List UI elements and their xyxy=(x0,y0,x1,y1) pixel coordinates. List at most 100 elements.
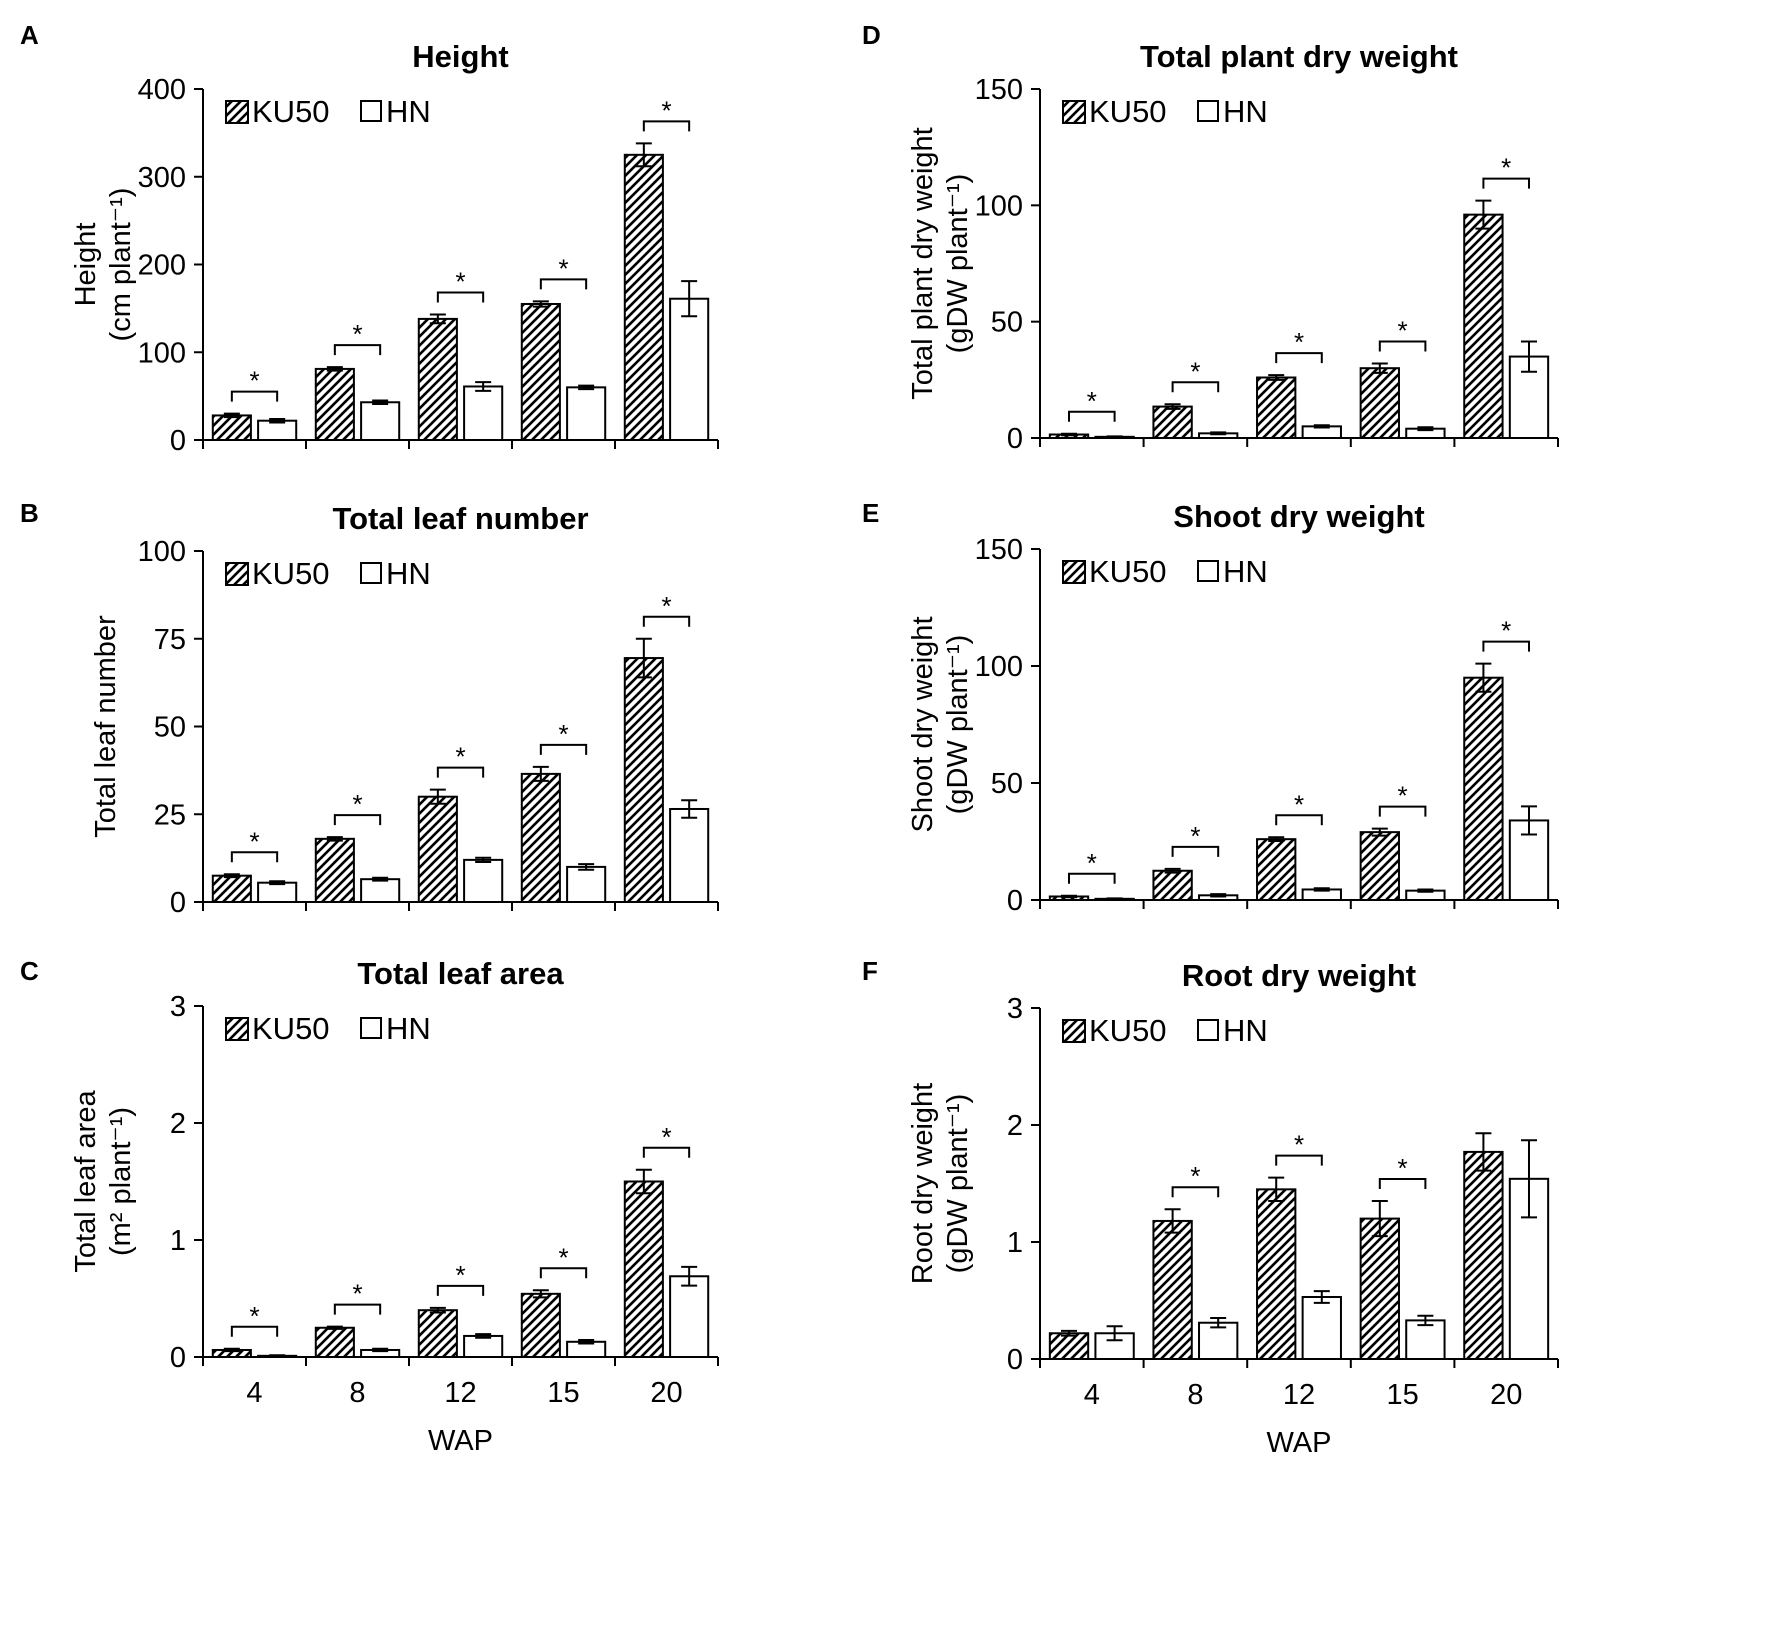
legend-label-hn: HN xyxy=(386,1011,431,1046)
bar-ku50 xyxy=(1463,1150,1504,1361)
legend-label-hn: HN xyxy=(1223,1013,1268,1048)
significance-bracket xyxy=(333,814,382,826)
y-tick-label: 150 xyxy=(975,74,1023,106)
bar-ku50 xyxy=(314,837,355,904)
significance-star: * xyxy=(1294,327,1304,357)
y-tick-label: 0 xyxy=(1007,423,1023,455)
bar-ku50 xyxy=(623,153,664,441)
x-tick-label: 20 xyxy=(650,1377,682,1409)
legend-label-ku50: KU50 xyxy=(252,556,330,591)
y-axis-label: Total leaf area xyxy=(70,1090,102,1273)
significance-star: * xyxy=(1087,386,1097,416)
significance-bracket xyxy=(642,615,691,627)
bar-ku50 xyxy=(211,874,252,903)
significance-bracket xyxy=(1275,1154,1323,1166)
y-tick-label: 0 xyxy=(170,1342,186,1374)
significance-star: * xyxy=(249,1301,259,1331)
bar-ku50 xyxy=(520,772,561,904)
chart-panel-d: D Total plant dry weight 0 50 100 150 * * * * * KU5… xyxy=(862,20,1559,455)
significance-star: * xyxy=(455,267,465,297)
legend-label-ku50: KU50 xyxy=(252,1011,330,1046)
legend-label-ku50: KU50 xyxy=(1089,94,1167,129)
bar-ku50 xyxy=(417,317,458,441)
significance-bracket xyxy=(1171,381,1220,393)
bar-hn xyxy=(360,878,401,903)
bar-ku50 xyxy=(1256,838,1297,901)
significance-star: * xyxy=(249,826,259,856)
legend-swatch-hn xyxy=(1197,560,1219,582)
legend-swatch-hn xyxy=(1197,100,1219,122)
y-tick-label: 400 xyxy=(138,74,186,106)
panel-letter: A xyxy=(20,20,39,50)
legend-swatch-ku50 xyxy=(1062,1019,1086,1043)
significance-bracket xyxy=(642,1146,691,1158)
significance-star: * xyxy=(661,591,671,621)
bar-hn xyxy=(669,297,710,441)
significance-bracket xyxy=(1482,177,1530,189)
panel-letter: F xyxy=(862,956,878,986)
significance-bracket xyxy=(642,120,691,132)
bar-ku50 xyxy=(314,1326,355,1358)
legend-label-hn: HN xyxy=(1223,554,1268,589)
significance-bracket xyxy=(436,291,485,303)
y-axis-label: Total leaf number xyxy=(90,615,122,838)
y-axis-label-units: (gDW plant⁻¹) xyxy=(942,174,974,354)
legend-label-hn: HN xyxy=(1223,94,1268,129)
bar-hn xyxy=(463,385,504,442)
significance-bracket xyxy=(539,743,588,755)
bar-ku50 xyxy=(1152,405,1193,439)
legend-swatch-hn xyxy=(360,1017,382,1039)
bar-ku50 xyxy=(211,414,252,441)
x-tick-label: 12 xyxy=(444,1377,476,1409)
significance-star: * xyxy=(558,253,568,283)
bar-hn xyxy=(257,419,298,442)
bar-ku50 xyxy=(314,367,355,441)
panel-letter: D xyxy=(862,20,881,50)
bar-hn xyxy=(566,865,607,904)
significance-star: * xyxy=(558,1242,568,1272)
legend-swatch-hn xyxy=(360,562,382,584)
bar-hn xyxy=(463,1334,504,1358)
significance-star: * xyxy=(352,319,362,349)
significance-bracket xyxy=(333,1303,382,1315)
significance-star: * xyxy=(661,1122,671,1152)
y-axis-label-units: (m² plant⁻¹) xyxy=(105,1107,137,1256)
significance-bracket xyxy=(436,1284,485,1296)
y-tick-label: 1 xyxy=(1007,1227,1023,1259)
y-tick-label: 300 xyxy=(138,162,186,194)
y-axis-label-units: (gDW plant⁻¹) xyxy=(942,635,974,815)
significance-star: * xyxy=(1398,316,1408,346)
legend-swatch-ku50 xyxy=(225,1017,249,1041)
y-tick-label: 200 xyxy=(138,250,186,282)
significance-bracket xyxy=(1171,845,1220,857)
chart-title: Total plant dry weight xyxy=(1140,39,1458,74)
y-tick-label: 50 xyxy=(154,712,186,744)
x-tick-label: 15 xyxy=(547,1377,579,1409)
bar-hn xyxy=(566,386,607,442)
significance-star: * xyxy=(1501,153,1511,183)
significance-star: * xyxy=(1190,821,1200,851)
legend-label-ku50: KU50 xyxy=(1089,554,1167,589)
bar-ku50 xyxy=(1359,831,1400,902)
significance-star: * xyxy=(1294,789,1304,819)
significance-bracket xyxy=(436,766,485,778)
y-tick-label: 0 xyxy=(170,425,186,457)
y-tick-label: 100 xyxy=(975,190,1023,222)
panel-letter: C xyxy=(20,956,39,986)
significance-star: * xyxy=(558,719,568,749)
bar-hn xyxy=(360,401,401,441)
significance-bracket xyxy=(1378,1178,1427,1190)
x-tick-label: 20 xyxy=(1490,1379,1522,1411)
y-tick-label: 100 xyxy=(138,337,186,369)
legend-swatch-ku50 xyxy=(225,562,249,586)
y-tick-label: 0 xyxy=(1007,885,1023,917)
y-tick-label: 100 xyxy=(975,651,1023,683)
y-axis-label: Root dry weight xyxy=(907,1083,939,1285)
bar-hn xyxy=(669,807,710,903)
significance-bracket xyxy=(539,278,588,290)
bar-ku50 xyxy=(417,795,458,904)
y-tick-label: 0 xyxy=(170,887,186,919)
significance-star: * xyxy=(1501,616,1511,646)
